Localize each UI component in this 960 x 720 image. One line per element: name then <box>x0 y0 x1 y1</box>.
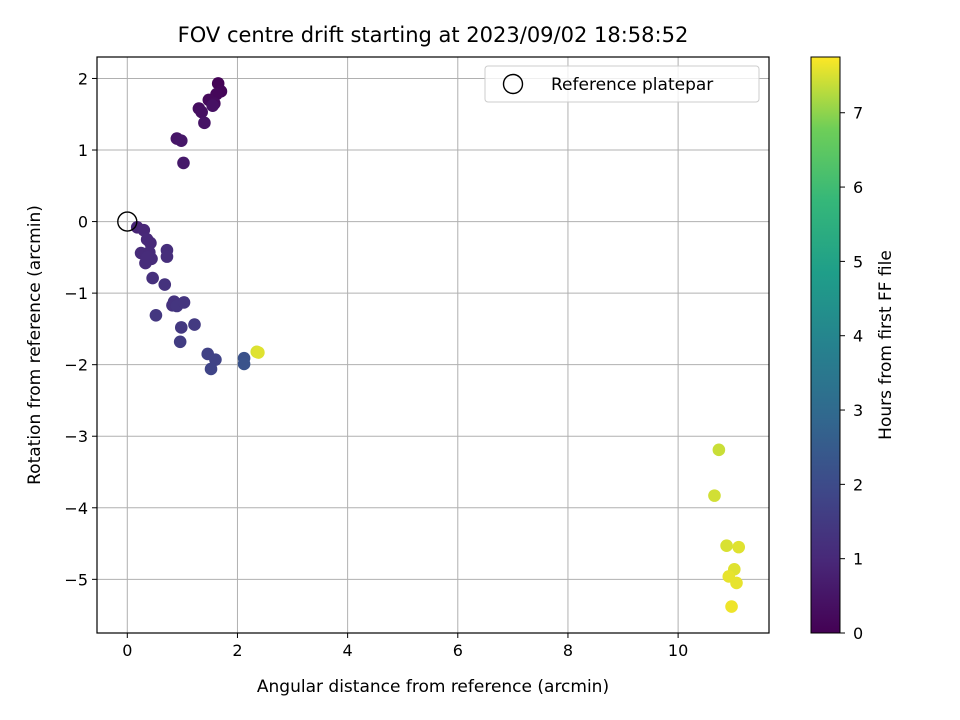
data-point <box>188 318 201 331</box>
plot-frame <box>96 56 770 634</box>
grid <box>97 57 769 633</box>
y-tick-label: 0 <box>78 213 88 232</box>
data-point <box>177 296 191 309</box>
data-point <box>712 443 726 457</box>
data-point <box>174 321 188 334</box>
colorbar-ticks: 0 1 2 3 4 5 6 7 <box>840 104 863 643</box>
y-tick-label: −2 <box>64 356 88 375</box>
colorbar-gradient <box>810 56 841 634</box>
data-point <box>146 271 159 285</box>
data-point <box>206 99 219 112</box>
data-point <box>174 134 188 148</box>
y-tick-label: −1 <box>64 284 88 303</box>
data-point <box>140 251 154 264</box>
colorbar-tick-label: 6 <box>853 178 863 197</box>
data-point <box>252 346 265 359</box>
y-tick-label: −4 <box>64 499 88 518</box>
data-point <box>198 116 211 130</box>
colorbar-tick-label: 0 <box>853 624 863 643</box>
data-point <box>173 335 187 349</box>
y-axis-label: Rotation from reference (arcmin) <box>25 205 45 485</box>
data-point <box>160 250 174 263</box>
data-point <box>149 309 163 322</box>
data-point <box>195 105 208 119</box>
x-axis-ticks: 0 2 4 6 8 10 <box>122 633 688 660</box>
y-tick-label: −5 <box>64 570 88 589</box>
colorbar-tick-label: 5 <box>853 252 863 271</box>
data-point <box>708 489 721 502</box>
chart-title: FOV centre drift starting at 2023/09/02 … <box>178 23 689 47</box>
colorbar: 0 1 2 3 4 5 6 7 Hours from first FF file <box>810 56 896 643</box>
x-tick-label: 2 <box>232 641 242 660</box>
colorbar-tick-label: 3 <box>853 401 863 420</box>
legend-marker-icon <box>502 73 524 95</box>
data-point <box>730 576 743 590</box>
data-point <box>158 278 172 291</box>
colorbar-tick-label: 1 <box>853 550 863 569</box>
data-point <box>204 362 218 376</box>
data-point <box>237 357 251 371</box>
colorbar-label: Hours from first FF file <box>876 250 896 440</box>
x-tick-label: 0 <box>122 641 132 660</box>
x-tick-label: 4 <box>343 641 353 660</box>
colorbar-tick-label: 4 <box>853 327 863 346</box>
data-points <box>117 77 746 613</box>
data-point <box>720 539 733 553</box>
y-tick-label: 1 <box>78 141 88 160</box>
data-point <box>144 236 157 250</box>
x-tick-label: 6 <box>453 641 463 660</box>
reference-point <box>117 211 138 232</box>
colorbar-tick-label: 7 <box>853 104 863 123</box>
x-tick-label: 8 <box>563 641 573 660</box>
data-point <box>177 156 190 170</box>
x-tick-label: 10 <box>668 641 688 660</box>
data-point <box>725 600 738 613</box>
legend-box <box>484 65 760 103</box>
y-tick-label: 2 <box>78 69 88 88</box>
legend: Reference platepar <box>484 65 760 103</box>
y-tick-label: −3 <box>64 427 88 446</box>
x-axis-label: Angular distance from reference (arcmin) <box>257 677 609 697</box>
colorbar-tick-label: 2 <box>853 475 863 494</box>
data-point <box>732 540 746 554</box>
legend-label: Reference platepar <box>551 75 713 95</box>
y-axis-ticks: 2 1 0 −1 −2 −3 −4 −5 <box>64 69 97 589</box>
